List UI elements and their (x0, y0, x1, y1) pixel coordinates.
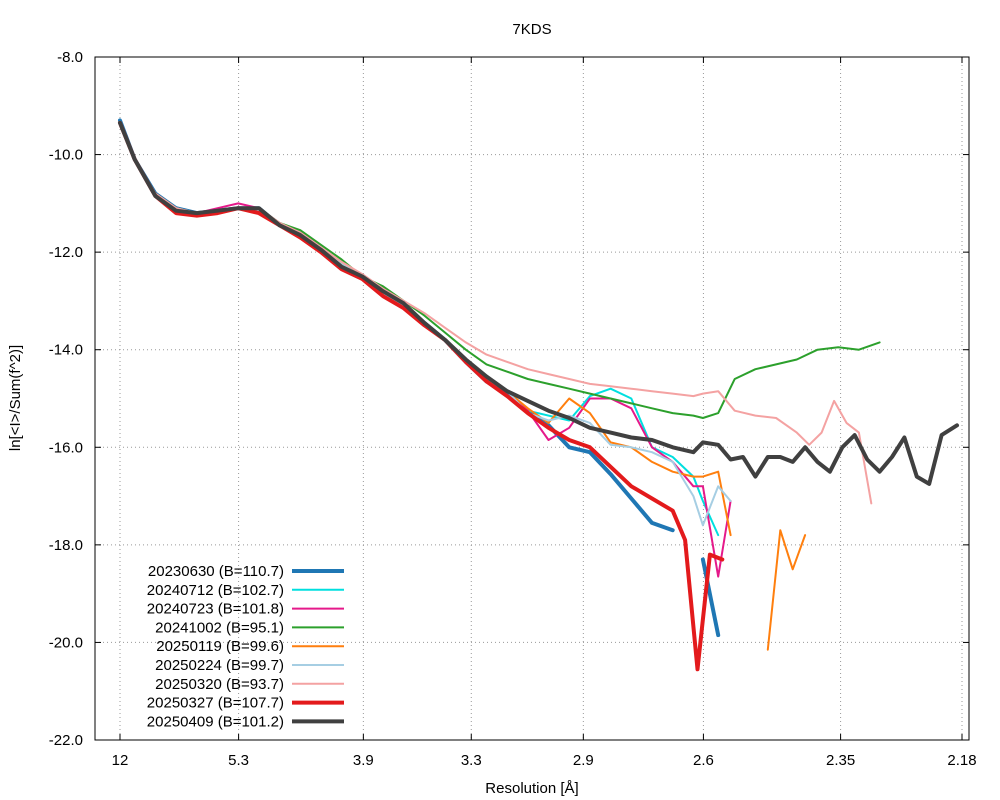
plot-series (118, 118, 959, 672)
x-axis-label: Resolution [Å] (485, 780, 578, 797)
x-tick-label: 5.3 (228, 752, 249, 769)
series-line (119, 121, 720, 537)
legend-label: 20250327 (B=107.7) (147, 695, 284, 712)
x-tick-label: 2.6 (693, 752, 714, 769)
x-tick-label: 2.18 (947, 752, 976, 769)
chart-title: 7KDS (512, 21, 551, 38)
y-tick-label: -22.0 (49, 732, 83, 749)
x-tick-label: 2.9 (573, 752, 594, 769)
legend-label: 20250119 (B=99.6) (156, 638, 284, 655)
legend-label: 20240723 (B=101.8) (147, 601, 284, 618)
series-line (119, 121, 881, 419)
series-line (119, 121, 873, 505)
series-line (118, 120, 959, 486)
y-tick-label: -18.0 (49, 537, 83, 554)
plot-frame (94, 56, 970, 741)
legend: 20230630 (B=110.7) 20240712 (B=102.7) 2024… (147, 563, 344, 730)
y-tick-label: -8.0 (57, 49, 83, 66)
legend-label: 20250320 (B=93.7) (155, 676, 284, 693)
x-tick-label: 3.9 (353, 752, 374, 769)
axis-ticks: 12 5.3 3.9 3.3 2.9 2.6 2.35 2.18 -8.0 -10.0 -12.0 -… (49, 49, 977, 769)
y-tick-label: -14.0 (49, 342, 83, 359)
y-tick-label: -12.0 (49, 244, 83, 261)
x-tick-label: 3.3 (461, 752, 482, 769)
x-tick-label: 2.35 (826, 752, 855, 769)
y-tick-label: -10.0 (49, 147, 83, 164)
x-tick-label: 12 (112, 752, 129, 769)
legend-label: 20230630 (B=110.7) (148, 563, 284, 580)
series-line (118, 118, 721, 638)
y-tick-label: -20.0 (49, 634, 83, 651)
y-axis-label: ln[<I>/Sum(f^2)] (7, 345, 24, 451)
y-tick-label: -16.0 (49, 439, 83, 456)
legend-label: 20250409 (B=101.2) (147, 713, 284, 730)
legend-label: 20250224 (B=99.7) (155, 657, 284, 674)
legend-label: 20241002 (B=95.1) (155, 619, 284, 636)
legend-label: 20240712 (B=102.7) (147, 582, 284, 599)
